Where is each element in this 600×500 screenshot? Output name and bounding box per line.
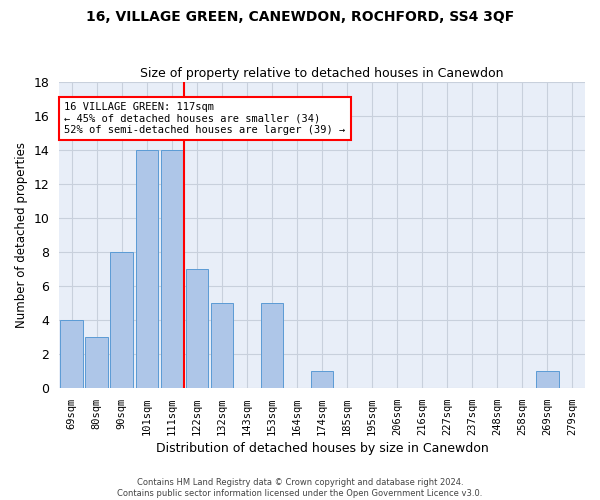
- Text: Contains HM Land Registry data © Crown copyright and database right 2024.
Contai: Contains HM Land Registry data © Crown c…: [118, 478, 482, 498]
- Bar: [136, 150, 158, 388]
- Title: Size of property relative to detached houses in Canewdon: Size of property relative to detached ho…: [140, 66, 504, 80]
- Bar: [311, 371, 334, 388]
- Y-axis label: Number of detached properties: Number of detached properties: [15, 142, 28, 328]
- Bar: [161, 150, 183, 388]
- Bar: [261, 303, 283, 388]
- Bar: [536, 371, 559, 388]
- X-axis label: Distribution of detached houses by size in Canewdon: Distribution of detached houses by size …: [156, 442, 488, 455]
- Bar: [185, 269, 208, 388]
- Bar: [61, 320, 83, 388]
- Bar: [85, 337, 108, 388]
- Bar: [211, 303, 233, 388]
- Bar: [110, 252, 133, 388]
- Text: 16 VILLAGE GREEN: 117sqm
← 45% of detached houses are smaller (34)
52% of semi-d: 16 VILLAGE GREEN: 117sqm ← 45% of detach…: [64, 102, 346, 135]
- Text: 16, VILLAGE GREEN, CANEWDON, ROCHFORD, SS4 3QF: 16, VILLAGE GREEN, CANEWDON, ROCHFORD, S…: [86, 10, 514, 24]
